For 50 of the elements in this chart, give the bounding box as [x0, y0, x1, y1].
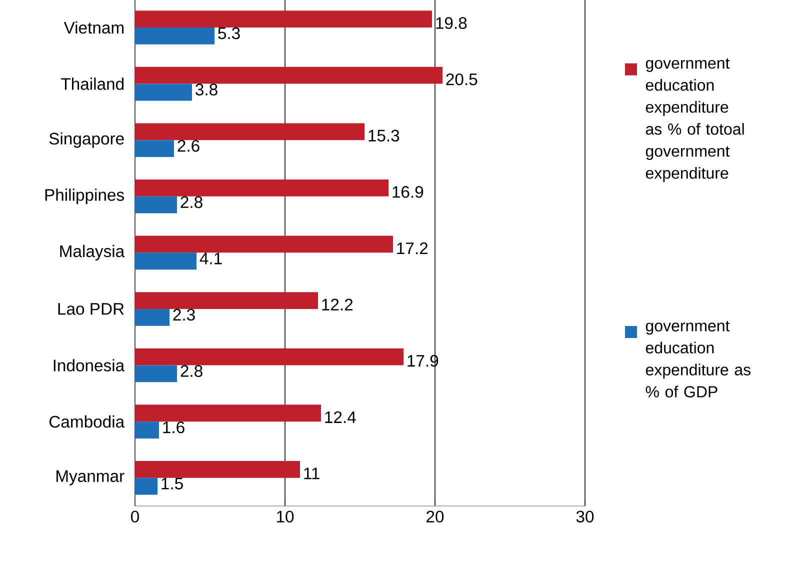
data-label: 12.4 [325, 411, 356, 423]
bar [135, 123, 365, 140]
data-label: 19.8 [436, 17, 467, 29]
y-tick-label: Singapore [49, 132, 124, 148]
data-label: 1.6 [163, 421, 184, 434]
bar [135, 28, 215, 44]
data-label: 15.3 [368, 130, 400, 142]
bar [135, 66, 443, 84]
bar [135, 196, 178, 214]
y-tick-label: Lao PDR [58, 303, 124, 315]
y-tick-label: Malaysia [60, 244, 125, 260]
y-tick-label: Myanmar [56, 470, 124, 486]
bar [135, 84, 192, 101]
legend-label: government education expenditure as % of GDP [646, 320, 751, 398]
bar [135, 10, 432, 28]
bar [135, 478, 158, 495]
data-label: 2.6 [178, 140, 200, 152]
data-label: 17.2 [397, 242, 428, 254]
bar [135, 460, 300, 478]
data-label: 3.8 [196, 84, 218, 96]
data-label: 2.8 [180, 365, 202, 377]
bar [135, 140, 174, 157]
y-tick-label: Philippines [45, 188, 124, 204]
bar [135, 252, 197, 270]
y-tick-label: Indonesia [54, 359, 125, 372]
bar [135, 179, 389, 196]
x-tick-label: 0 [131, 510, 139, 523]
bar [135, 348, 404, 366]
y-tick-label: Thailand [61, 78, 124, 90]
data-label: 5.3 [218, 27, 240, 40]
data-label: 12.2 [322, 298, 353, 310]
bar [135, 236, 394, 253]
bar [135, 365, 178, 382]
x-tick-label: 30 [576, 510, 594, 523]
data-label: 11 [304, 468, 320, 480]
x-tick-label: 10 [277, 510, 294, 523]
bar [135, 292, 318, 309]
y-tick-label: Vietnam [64, 21, 124, 34]
data-label: 16.9 [392, 186, 424, 198]
legend-label: government education expenditure as % of totoal government expenditure [646, 58, 744, 182]
y-tick-label: Cambodia [49, 415, 125, 428]
x-tick-label: 20 [426, 510, 444, 523]
data-label: 1.5 [162, 478, 183, 490]
bar [135, 404, 322, 422]
data-label: 2.3 [173, 308, 195, 321]
data-label: 2.8 [180, 196, 202, 208]
data-label: 20.5 [446, 73, 478, 86]
bar [135, 308, 170, 326]
data-label: 4.1 [200, 252, 222, 264]
bar [135, 422, 160, 438]
